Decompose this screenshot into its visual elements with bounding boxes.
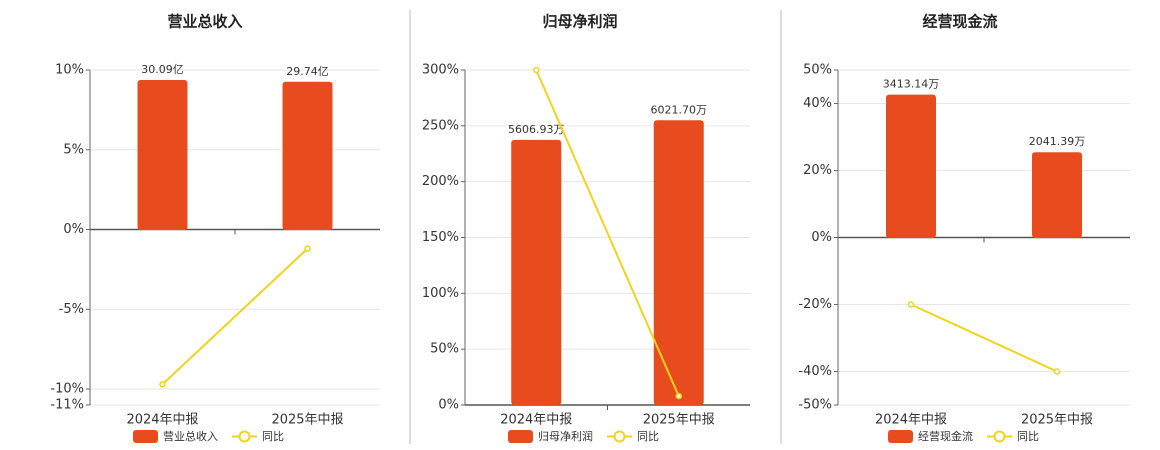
x-tick-label: 2025年中报	[271, 413, 343, 428]
legend-label: 经营现金流	[918, 429, 973, 443]
y-tick-label: 200%	[422, 174, 459, 189]
point	[907, 301, 915, 308]
y-tick-label: -11%	[50, 398, 84, 413]
value-label: 5606.93万	[508, 123, 565, 136]
x-tick-label: 2025年中报	[1021, 413, 1093, 428]
legend-swatch	[993, 430, 1006, 443]
bar	[282, 81, 333, 231]
y-tick-label: 300%	[422, 63, 459, 78]
value-label: 6021.70万	[651, 103, 708, 116]
x-tick-label: 2025年中报	[643, 413, 715, 428]
y-tick-label: 0%	[438, 398, 459, 413]
legend-swatch	[613, 430, 626, 443]
y-tick-label: 150%	[422, 230, 459, 245]
bar	[886, 94, 936, 238]
x-tick-label: 2024年中报	[126, 413, 198, 428]
point	[304, 245, 311, 252]
legend-label: 同比	[262, 430, 284, 443]
legend-swatch	[133, 430, 158, 443]
chart-title: 经营现金流	[922, 13, 997, 31]
bar	[137, 80, 188, 231]
y-tick-label: -50%	[798, 398, 832, 413]
y-tick-label: 20%	[803, 163, 832, 178]
legend-label: 同比	[1017, 430, 1039, 443]
bar	[511, 139, 562, 405]
point	[533, 66, 540, 74]
legend-swatch	[888, 430, 913, 443]
y-tick-label: -20%	[798, 297, 832, 312]
legend-label: 营业总收入	[163, 429, 218, 443]
point	[159, 381, 166, 388]
line	[910, 303, 1058, 373]
line	[161, 247, 309, 385]
x-tick-label: 2024年中报	[500, 413, 572, 428]
y-tick-label: -10%	[50, 382, 84, 397]
legend-label: 归母净利润	[538, 429, 593, 443]
x-tick-label: 2024年中报	[875, 413, 947, 428]
y-tick-label: 0%	[63, 222, 84, 237]
bar	[653, 120, 704, 406]
legend-swatch	[238, 430, 251, 443]
legend-swatch	[508, 430, 533, 443]
value-label: 30.09亿	[141, 63, 184, 76]
y-tick-label: -40%	[798, 364, 832, 379]
y-tick-label: 10%	[55, 63, 84, 78]
y-tick-label: 50%	[803, 63, 832, 78]
bar	[1032, 152, 1082, 238]
y-tick-label: -5%	[59, 302, 84, 317]
point	[675, 392, 682, 400]
y-tick-label: 250%	[422, 118, 459, 133]
chart-title: 归母净利润	[542, 13, 617, 31]
value-label: 2041.39万	[1029, 135, 1086, 148]
chart-title: 营业总收入	[167, 13, 242, 31]
y-tick-label: 5%	[63, 142, 84, 157]
point	[1053, 368, 1061, 375]
y-tick-label: 50%	[430, 342, 459, 357]
y-tick-label: 100%	[422, 286, 459, 301]
legend-label: 同比	[637, 430, 659, 443]
value-label: 3413.14万	[883, 78, 940, 91]
line	[535, 69, 680, 397]
value-label: 29.74亿	[286, 65, 329, 78]
y-tick-label: 40%	[803, 96, 832, 111]
y-tick-label: 0%	[811, 230, 832, 245]
